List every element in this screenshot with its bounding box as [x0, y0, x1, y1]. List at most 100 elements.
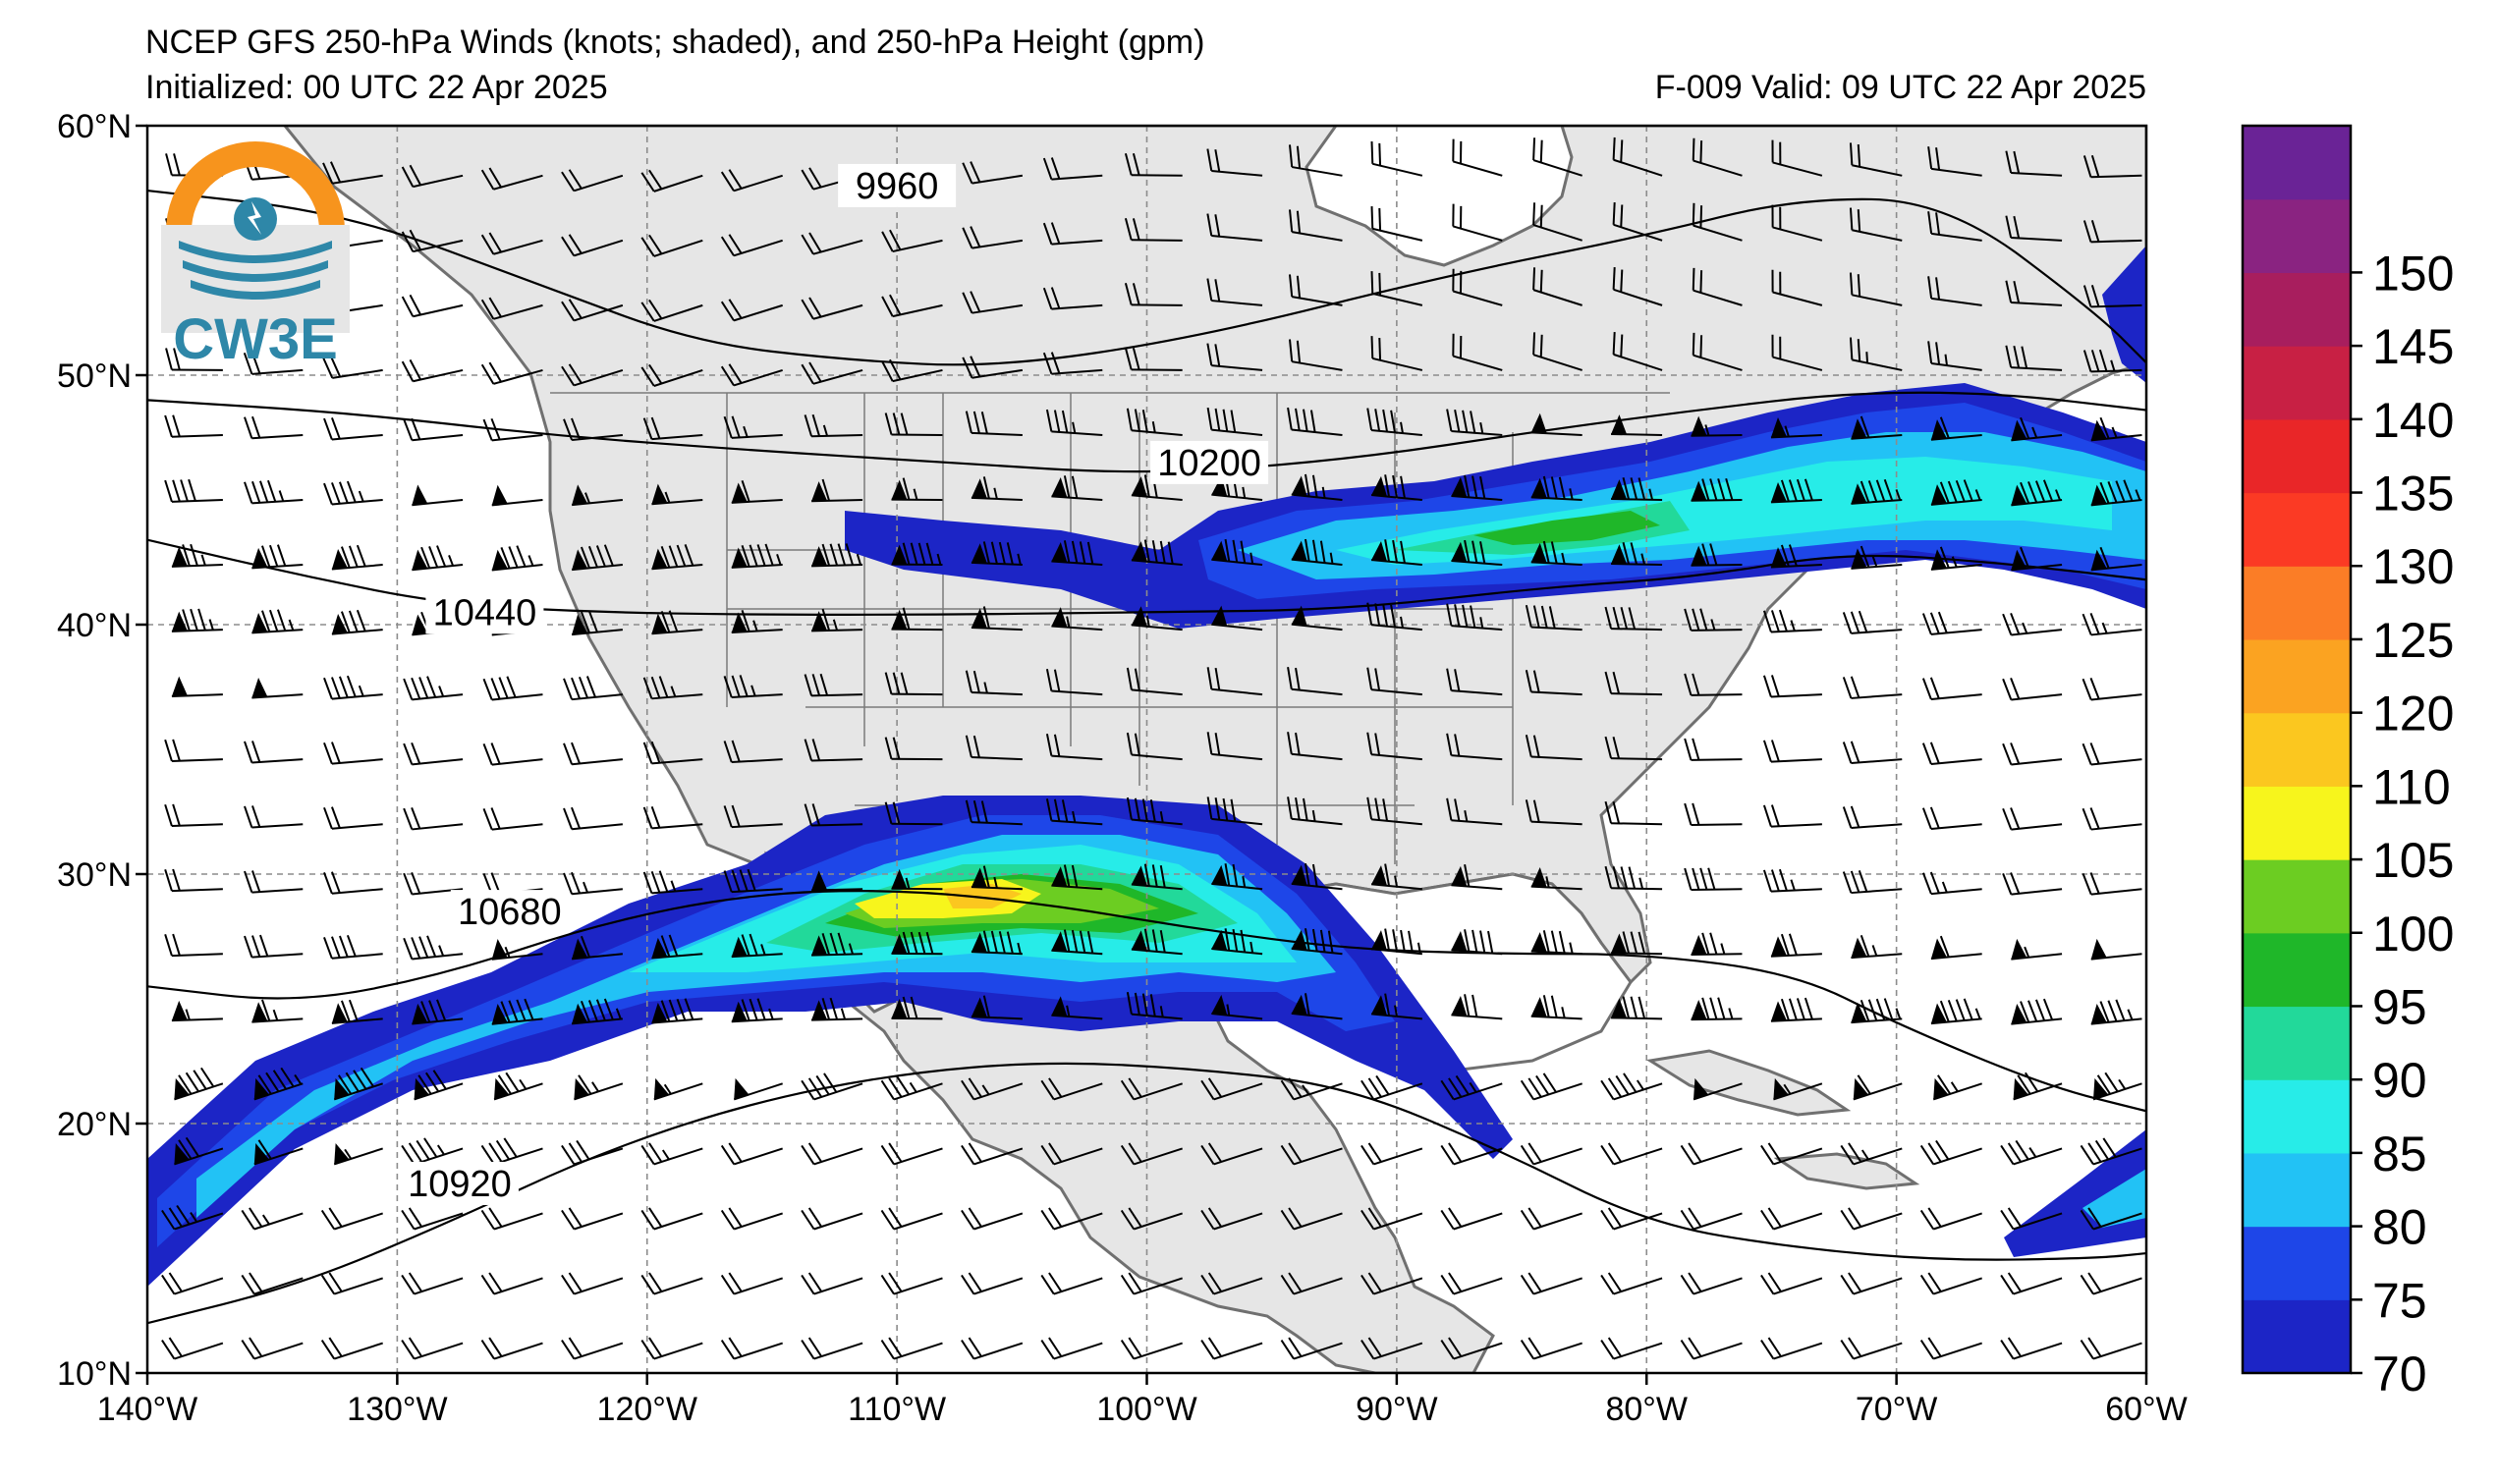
- colorbar-label: 140: [2372, 393, 2454, 448]
- wind-barb: [241, 1272, 304, 1295]
- contour-label-bg: [1150, 440, 1269, 484]
- wind-barb: [1042, 222, 1103, 246]
- wind-barb: [1291, 605, 1343, 632]
- wind-barb: [1930, 546, 1982, 571]
- wind-barb: [1366, 408, 1422, 436]
- wind-barb: [244, 934, 304, 959]
- wind-barb: [1120, 1337, 1183, 1360]
- wind-barb: [1927, 341, 1982, 371]
- lightning-icon: [248, 201, 261, 235]
- wind-barb: [801, 1272, 863, 1295]
- wind-barb: [1604, 800, 1663, 826]
- wind-barb: [881, 294, 943, 318]
- wind-barb: [1211, 538, 1263, 567]
- wind-barbs: [161, 137, 2142, 1360]
- colorbar-label: 125: [2372, 613, 2454, 668]
- wind-barb: [491, 998, 543, 1025]
- wind-barb: [1611, 542, 1663, 567]
- contour-label-10680: 10680: [458, 892, 562, 933]
- wind-barb: [1921, 677, 1982, 700]
- wind-barb: [653, 1077, 703, 1101]
- wind-barb: [1206, 797, 1263, 826]
- wind-barb: [561, 234, 624, 257]
- wind-barb: [1124, 152, 1183, 177]
- wind-barb: [1842, 676, 1903, 699]
- wind-barb: [1371, 993, 1422, 1020]
- wind-barb: [1921, 806, 1982, 831]
- wind-barb: [642, 416, 703, 441]
- wind-barb: [572, 610, 623, 636]
- wind-barb: [1773, 1077, 1823, 1101]
- wind-barb: [1451, 994, 1503, 1020]
- wind-barb: [241, 1207, 304, 1231]
- wind-barb: [2080, 1207, 2142, 1231]
- colorbar-segment-75: [2243, 1226, 2351, 1300]
- wind-barb: [574, 1074, 624, 1101]
- wind-barb: [1849, 142, 1903, 177]
- northern-jet-95kt: [1473, 511, 1660, 545]
- colorbar-label: 85: [2372, 1127, 2427, 1182]
- wind-barb: [1611, 931, 1663, 956]
- wind-barb: [1691, 997, 1743, 1021]
- wind-barb: [241, 1337, 304, 1360]
- wind-barb: [811, 870, 863, 892]
- wind-barb: [1520, 1142, 1582, 1166]
- wind-barb: [1206, 667, 1263, 696]
- wind-barb: [1045, 409, 1103, 436]
- wind-barb: [801, 1072, 863, 1101]
- wind-barb: [1680, 1142, 1743, 1166]
- wind-barb: [403, 742, 464, 766]
- height-contour-10440: [147, 538, 2146, 616]
- wind-barb: [561, 1272, 624, 1295]
- wind-barb: [2090, 416, 2142, 442]
- wind-barb: [1530, 930, 1582, 956]
- wind-barb: [1200, 1272, 1263, 1295]
- wind-barb: [801, 1142, 863, 1166]
- wind-barb: [1042, 352, 1103, 375]
- wind-barb: [1762, 740, 1822, 763]
- wind-barb: [1771, 139, 1823, 177]
- wind-barb: [1360, 1207, 1423, 1231]
- x-tick-label: 120°W: [597, 1391, 697, 1428]
- contour-labels: 9960 10200 10440 10680 10920: [400, 163, 1269, 1205]
- wind-barb: [880, 1074, 943, 1101]
- wind-barb: [1840, 1142, 1903, 1166]
- wind-barb: [891, 931, 943, 956]
- wind-barb: [251, 609, 304, 634]
- wind-barb: [1842, 870, 1903, 895]
- wind-barb: [731, 479, 783, 504]
- contour-label-bg: [450, 890, 569, 934]
- wind-barb: [1211, 863, 1263, 891]
- wind-barb: [1206, 343, 1263, 371]
- colorbar-segment-140: [2243, 346, 2351, 420]
- wind-barb: [2082, 219, 2142, 244]
- wind-barb: [1919, 1139, 1982, 1166]
- wind-barb: [1600, 1072, 1663, 1101]
- wind-barb: [965, 735, 1023, 761]
- wind-barb: [1120, 1272, 1183, 1295]
- wind-barb: [1520, 1072, 1582, 1101]
- colorbar-label: 110: [2372, 759, 2451, 814]
- wind-barb: [480, 1207, 543, 1231]
- colorbar-segment-125: [2243, 566, 2351, 640]
- height-contours: [147, 189, 2146, 1325]
- wind-barb: [1684, 608, 1743, 632]
- wind-barb: [1604, 671, 1663, 696]
- wind-barb: [1126, 992, 1183, 1020]
- wind-barb: [961, 1207, 1024, 1231]
- wind-barb: [1366, 797, 1422, 826]
- wind-barb: [1849, 272, 1903, 306]
- wind-barb: [1600, 1272, 1663, 1295]
- wind-barb: [2002, 678, 2063, 701]
- wind-barb: [2082, 154, 2142, 179]
- wind-barb: [1770, 544, 1822, 569]
- wind-barb: [961, 1077, 1024, 1101]
- wind-barb: [640, 299, 703, 322]
- wind-barb: [1691, 415, 1743, 437]
- wind-barb: [1451, 539, 1503, 567]
- colorbar-segment-95: [2243, 932, 2351, 1008]
- wind-barb: [1851, 998, 1903, 1024]
- wind-barb: [1291, 538, 1343, 567]
- wind-barb: [1532, 137, 1582, 177]
- wind-barb: [244, 805, 304, 829]
